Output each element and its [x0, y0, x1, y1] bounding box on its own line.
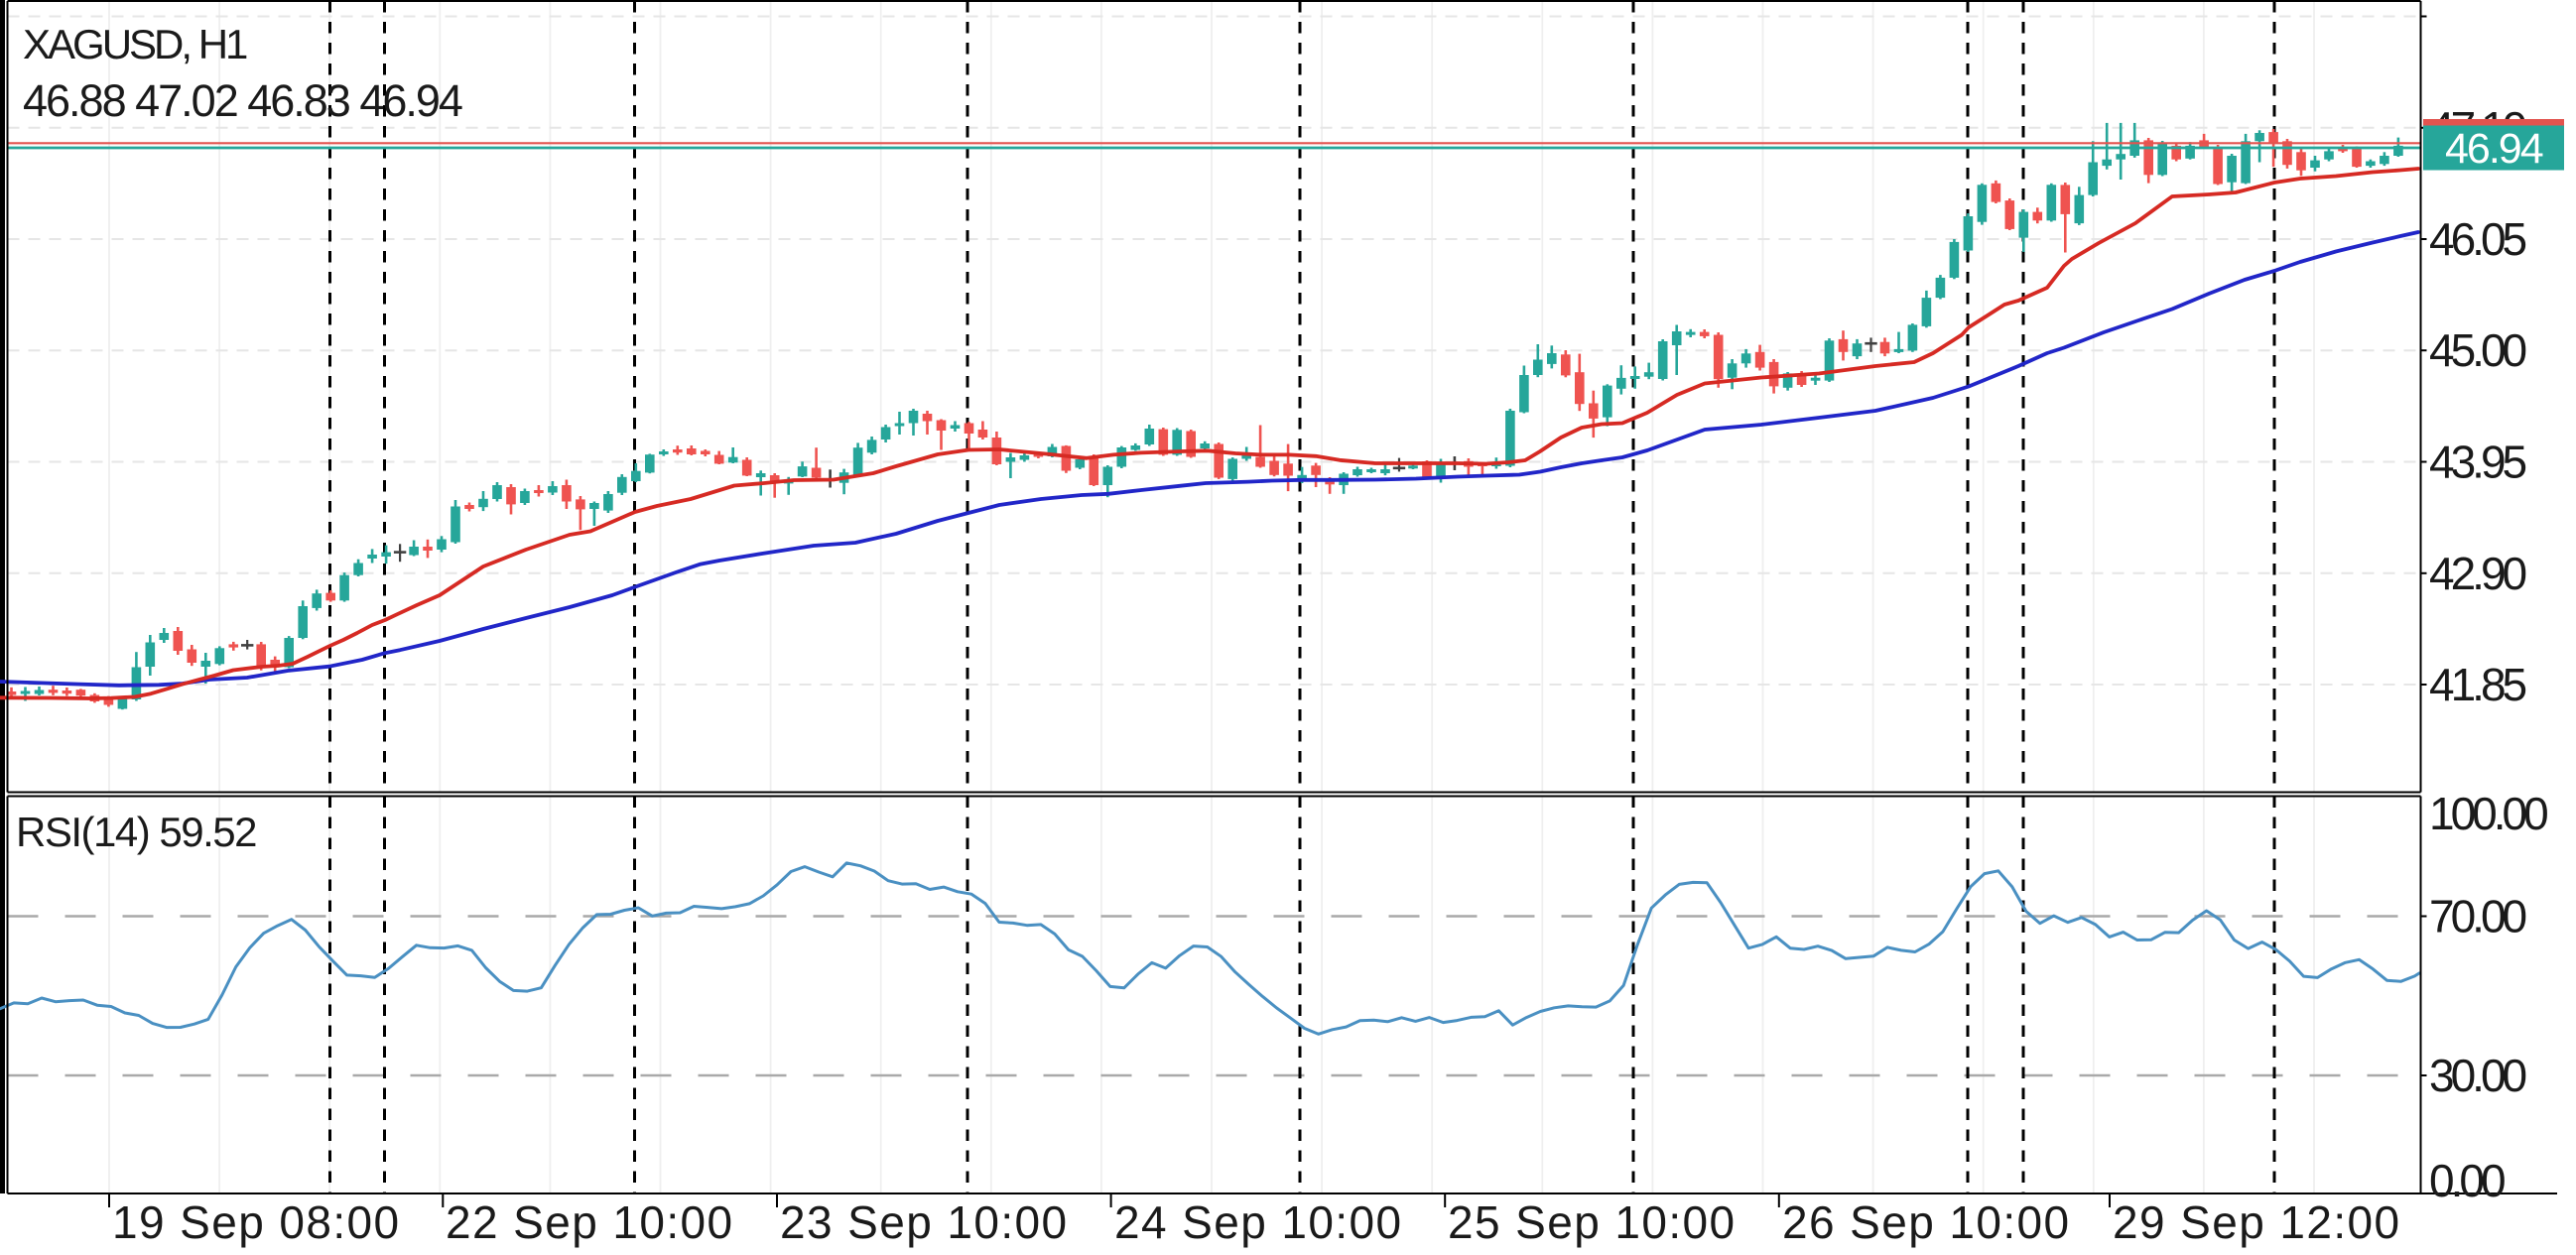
svg-text:46.88 47.02 46.83 46.94: 46.88 47.02 46.83 46.94 [23, 75, 462, 126]
svg-text:42.90: 42.90 [2429, 548, 2526, 599]
svg-text:RSI(14) 59.52: RSI(14) 59.52 [16, 809, 256, 855]
svg-text:22 Sep 10:00: 22 Sep 10:00 [446, 1196, 734, 1248]
svg-text:100.00: 100.00 [2429, 788, 2547, 839]
svg-text:0.00: 0.00 [2429, 1155, 2505, 1206]
svg-text:45.00: 45.00 [2429, 324, 2526, 376]
svg-text:46.94: 46.94 [2445, 125, 2543, 173]
svg-text:70.00: 70.00 [2429, 891, 2526, 942]
svg-text:46.05: 46.05 [2429, 213, 2526, 265]
svg-text:XAGUSD, H1: XAGUSD, H1 [23, 21, 247, 67]
svg-text:30.00: 30.00 [2429, 1050, 2526, 1101]
svg-text:25 Sep 10:00: 25 Sep 10:00 [1448, 1196, 1737, 1248]
svg-text:41.85: 41.85 [2429, 659, 2526, 710]
svg-text:43.95: 43.95 [2429, 437, 2526, 488]
svg-text:29 Sep 12:00: 29 Sep 12:00 [2113, 1196, 2401, 1248]
svg-text:19 Sep 08:00: 19 Sep 08:00 [112, 1196, 401, 1248]
svg-text:24 Sep 10:00: 24 Sep 10:00 [1114, 1196, 1403, 1248]
svg-text:23 Sep 10:00: 23 Sep 10:00 [780, 1196, 1069, 1248]
svg-text:26 Sep 10:00: 26 Sep 10:00 [1782, 1196, 2071, 1248]
